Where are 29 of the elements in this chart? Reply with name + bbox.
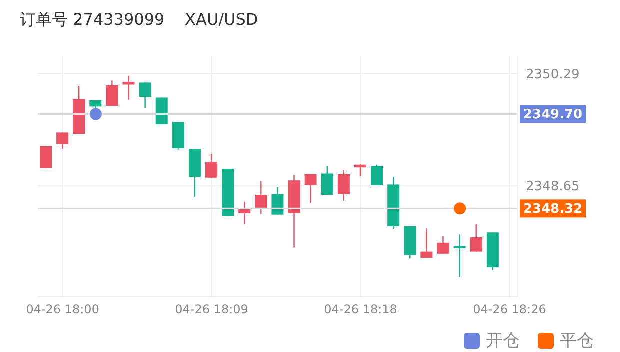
- candlestick: [40, 146, 52, 169]
- candlestick: [238, 201, 251, 226]
- candlestick: [255, 180, 268, 215]
- legend-label: 平仓: [560, 330, 594, 352]
- legend-label: 开仓: [486, 330, 520, 352]
- candlestick: [420, 228, 433, 259]
- candlestick: [139, 82, 152, 109]
- ref-line-label: 2348.32: [523, 202, 583, 218]
- candlestick: [354, 164, 366, 178]
- candlestick: [470, 224, 482, 252]
- candlestick: [56, 132, 69, 150]
- x-tick-label: 04-26 18:18: [324, 302, 398, 317]
- candlestick: [371, 164, 384, 186]
- candlestick: [454, 234, 466, 278]
- candlestick: [338, 170, 350, 202]
- x-tick-label: 04-26 18:00: [26, 302, 100, 317]
- x-tick-label: 04-26 18:26: [473, 302, 546, 317]
- candlestick: [321, 166, 334, 196]
- candlestick: [272, 186, 284, 216]
- y-tick-label: 2350.29: [526, 67, 580, 82]
- candlestick: [304, 174, 317, 204]
- ref-line-label: 2349.70: [523, 108, 583, 123]
- candlestick: [122, 75, 135, 100]
- x-tick-label: 04-26 18:09: [175, 302, 248, 317]
- candlestick: [206, 153, 218, 178]
- chart-title: 订单号 274339099 XAU/USD: [20, 10, 258, 31]
- candlestick: [106, 80, 118, 107]
- candlestick: [437, 235, 450, 254]
- y-tick-label: 2348.65: [526, 180, 580, 195]
